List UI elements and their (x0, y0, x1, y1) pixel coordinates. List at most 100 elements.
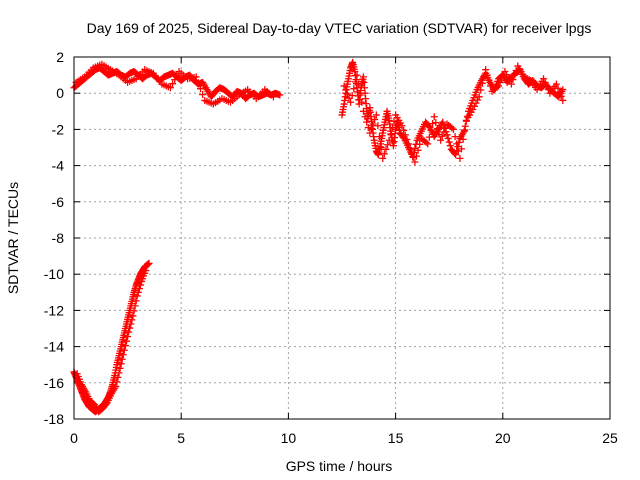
data-point (380, 150, 388, 158)
data-point (504, 74, 512, 82)
data-point (366, 129, 374, 137)
data-point (348, 91, 356, 99)
data-point (470, 102, 478, 110)
data-point (439, 118, 447, 126)
data-point (429, 120, 437, 128)
data-point (554, 84, 562, 92)
data-point (361, 113, 369, 121)
data-point (196, 85, 204, 93)
data-point (129, 312, 137, 320)
data-point (117, 360, 125, 368)
x-tick-label: 15 (388, 430, 404, 446)
data-point (199, 91, 207, 99)
data-point (452, 151, 460, 159)
data-point (388, 124, 396, 132)
data-point (166, 84, 174, 92)
data-point (350, 85, 358, 93)
data-point (125, 328, 133, 336)
data-point (120, 346, 128, 354)
y-tick-label: -8 (52, 230, 65, 246)
data-point (401, 131, 409, 139)
data-point (364, 124, 372, 132)
data-point (128, 316, 136, 324)
data-point (119, 351, 127, 359)
plot-frame (73, 56, 611, 420)
data-point (131, 302, 139, 310)
data-point (171, 76, 179, 84)
data-point (496, 78, 504, 86)
data-point (113, 378, 121, 386)
data-layer (70, 58, 567, 416)
chart-title: Day 169 of 2025, Sidereal Day-to-day VTE… (87, 20, 592, 36)
data-point (347, 98, 355, 106)
data-point (145, 259, 153, 267)
data-point (432, 119, 440, 127)
data-point (371, 115, 379, 123)
data-point (384, 141, 392, 149)
data-point (503, 71, 511, 79)
series-lpgs-arc-2 (338, 58, 567, 161)
x-axis-label: GPS time / hours (286, 458, 393, 474)
data-point (359, 107, 367, 115)
data-point (398, 122, 406, 130)
data-point (483, 71, 491, 79)
data-point (474, 96, 482, 104)
data-point (379, 154, 387, 162)
data-point (472, 99, 480, 107)
data-point (495, 82, 503, 90)
data-point (477, 86, 485, 94)
series-lpgs-arc-1-scatter (72, 60, 277, 108)
data-point (387, 130, 395, 138)
data-point (445, 138, 453, 146)
data-point (358, 98, 366, 106)
data-point (367, 124, 375, 132)
data-point (506, 77, 514, 85)
data-point (374, 122, 382, 130)
data-point (135, 285, 143, 293)
data-point (486, 82, 494, 90)
data-point (509, 76, 517, 84)
data-point (413, 152, 421, 160)
data-point (511, 71, 519, 79)
data-point (133, 292, 141, 300)
data-point (406, 144, 414, 152)
data-point (556, 88, 564, 96)
y-tick-label: -14 (44, 339, 64, 355)
data-point (444, 134, 452, 142)
data-point (342, 86, 350, 94)
data-point (102, 400, 110, 408)
x-tick-label: 20 (495, 430, 511, 446)
data-point (414, 146, 422, 154)
series-lpgs-arc-2-scatter (340, 62, 567, 166)
data-point (425, 133, 433, 141)
y-tick-label: -12 (44, 302, 64, 318)
data-point (115, 369, 123, 377)
data-point (130, 307, 138, 315)
data-point (340, 82, 348, 90)
data-point (385, 136, 393, 144)
data-point (453, 140, 461, 148)
x-tick-label: 10 (281, 430, 297, 446)
data-point (376, 133, 384, 141)
data-point (363, 118, 371, 126)
y-axis-label: SDTVAR / TECUs (5, 182, 21, 294)
y-tick-label: 2 (56, 49, 64, 65)
data-point (356, 89, 364, 97)
y-tick-label: -10 (44, 266, 64, 282)
data-point (353, 71, 361, 79)
data-point (501, 67, 509, 75)
data-point (552, 80, 560, 88)
data-point (485, 77, 493, 85)
data-point (438, 132, 446, 140)
data-point (377, 144, 385, 151)
x-tick-label: 0 (70, 430, 78, 446)
data-point (493, 83, 501, 91)
data-point (369, 120, 377, 128)
data-point (123, 337, 131, 345)
data-point (440, 128, 448, 136)
data-point (427, 126, 435, 134)
data-point (459, 135, 467, 143)
data-point (390, 117, 398, 125)
data-point (372, 111, 380, 119)
